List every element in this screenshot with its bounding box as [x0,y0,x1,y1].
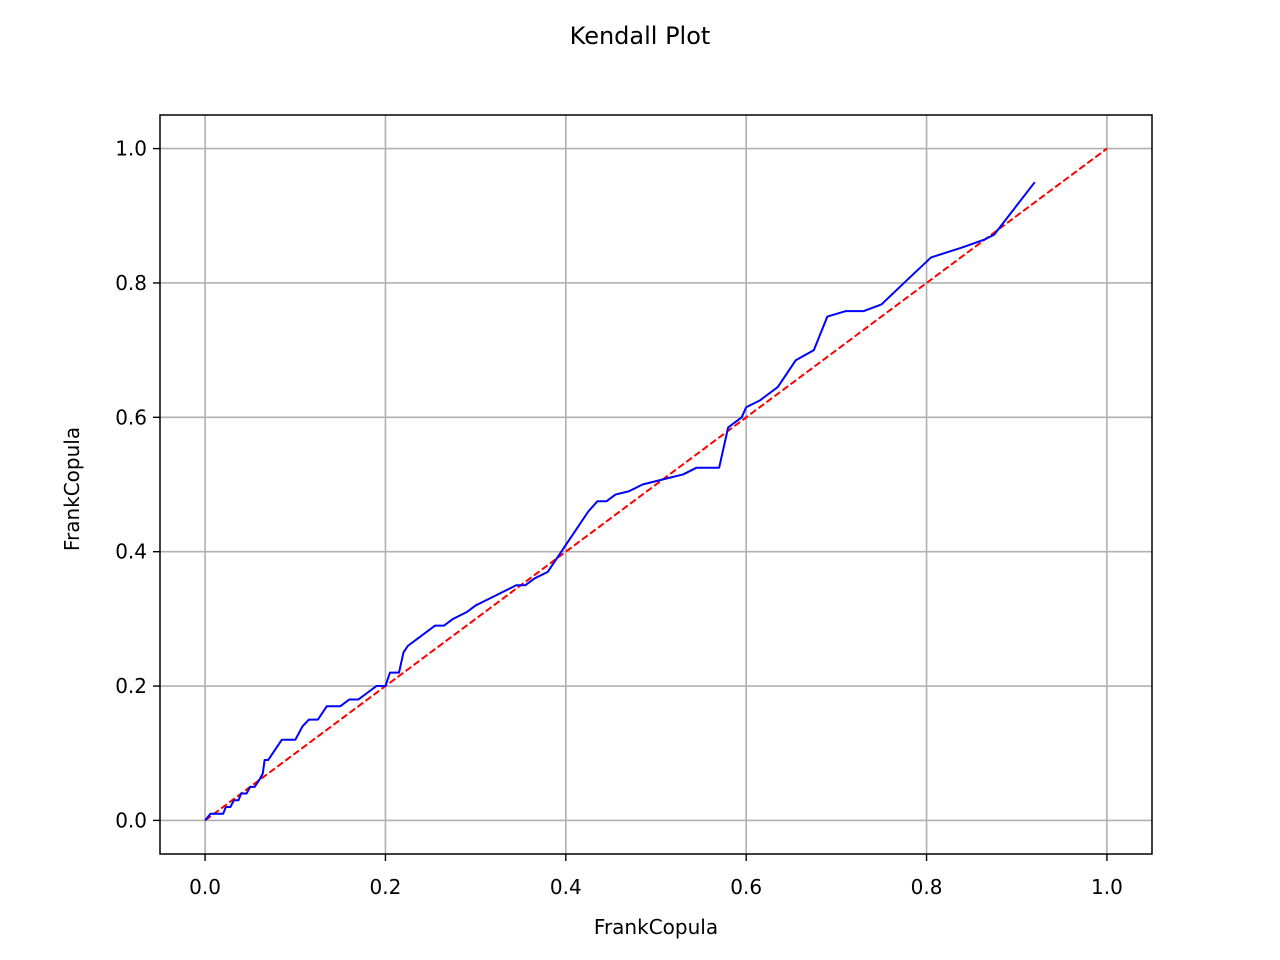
reference-diagonal-line [204,147,1108,822]
y-tick-label: 1.0 [115,137,147,161]
y-tick-label: 0.0 [115,808,147,832]
y-tick-label: 0.6 [115,405,147,429]
y-tick-label: 0.4 [115,540,147,564]
plot-frame [159,114,1153,855]
y-axis-title: FrankCopula [60,427,84,551]
y-tick-label: 0.8 [115,271,147,295]
kendall-empirical-line [204,181,1036,822]
series-layer [204,147,1108,822]
x-tick-label: 0.4 [550,875,582,899]
x-tick-label: 0.0 [189,875,221,899]
x-tick-label: 0.2 [370,875,402,899]
x-tick-label: 0.8 [911,875,943,899]
chart-title: Kendall Plot [570,22,711,50]
x-tick-label: 0.6 [730,875,762,899]
x-axis-title: FrankCopula [594,915,718,939]
x-tick-label: 1.0 [1091,875,1123,899]
y-axis-ticks: 0.0 0.2 0.4 0.6 0.8 1.0 [115,137,160,832]
x-axis-ticks: 0.0 0.2 0.4 0.6 0.8 1.0 [189,854,1123,899]
grid-lines [160,115,1152,854]
y-tick-label: 0.2 [115,674,147,698]
